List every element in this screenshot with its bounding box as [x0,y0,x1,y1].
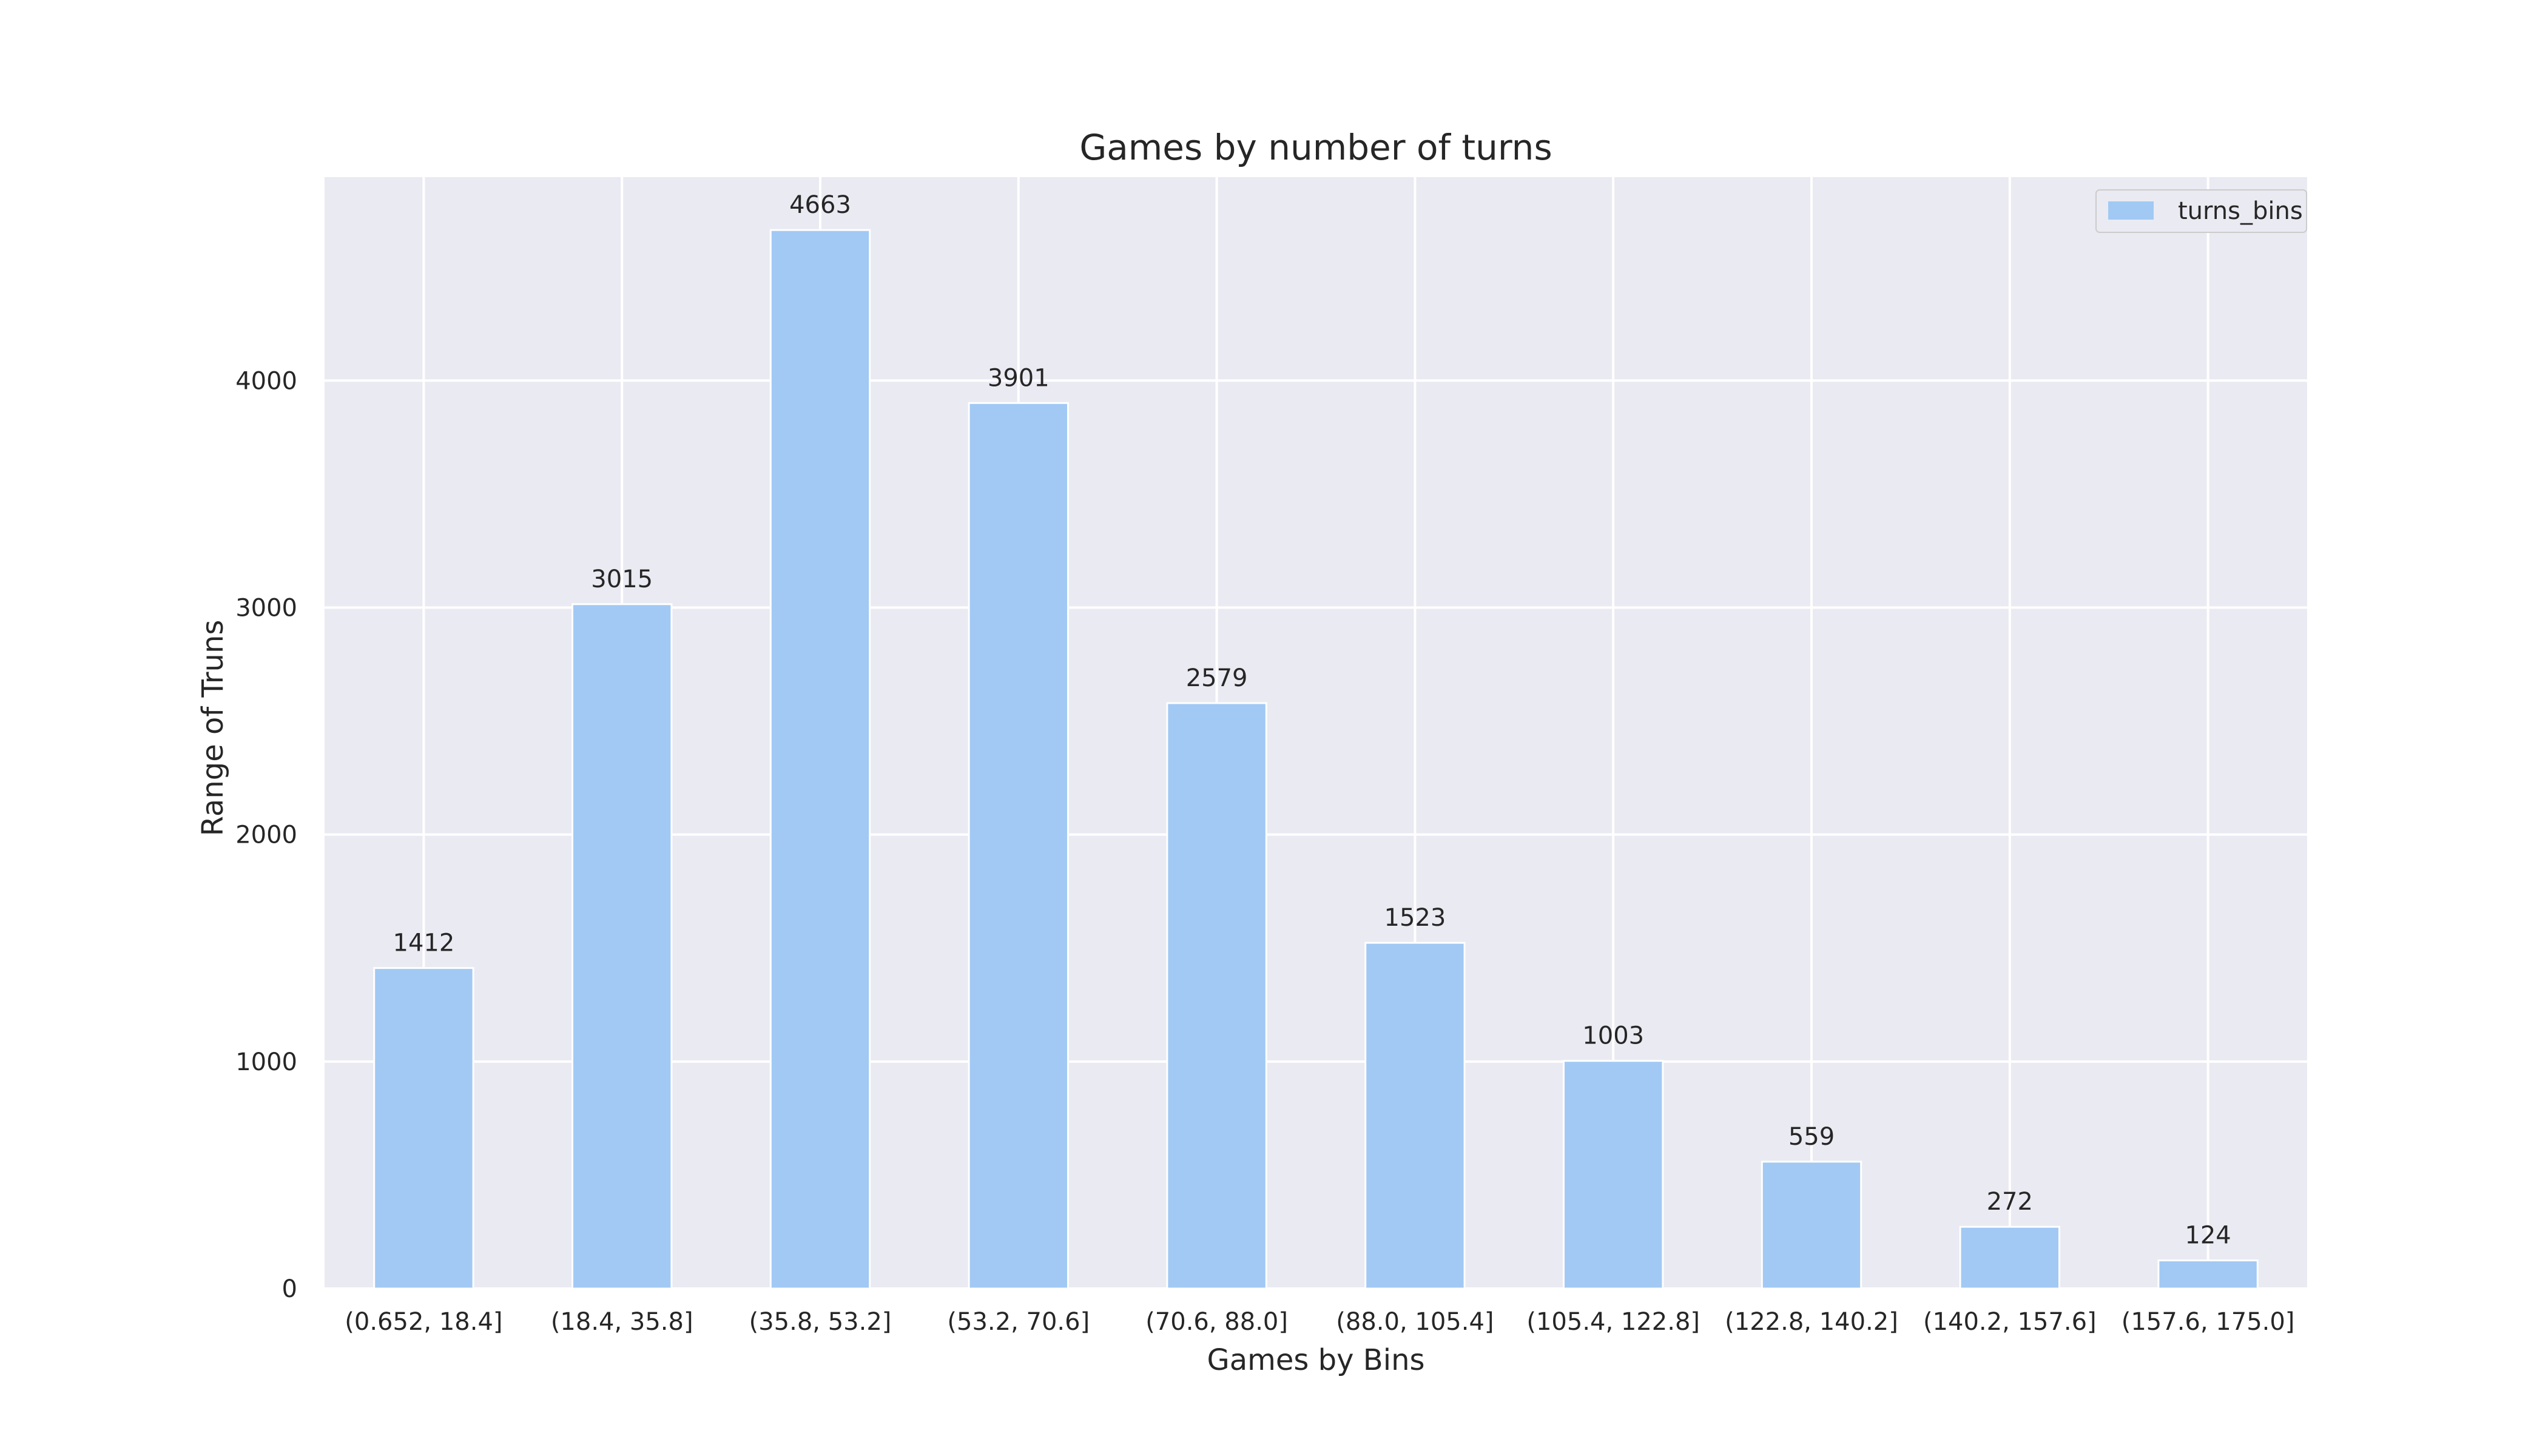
chart-title: Games by number of turns [1079,127,1552,168]
bar [1563,1060,1664,1290]
x-tick-label: (140.2, 157.6] [1923,1308,2097,1336]
x-tick-label: (88.0, 105.4] [1336,1308,1494,1336]
y-tick-label: 4000 [235,367,297,395]
x-tick-label: (53.2, 70.6] [947,1308,1090,1336]
x-tick-label: (0.652, 18.4] [345,1308,502,1336]
bar-value-label: 272 [1987,1188,2033,1216]
x-tick-label: (70.6, 88.0] [1145,1308,1288,1336]
x-tick-label: (35.8, 53.2] [749,1308,892,1336]
bar-value-label: 4663 [789,191,851,219]
x-tick-label: (18.4, 35.8] [551,1308,693,1336]
legend-box [2095,189,2307,233]
legend-label: turns_bins [2178,197,2303,225]
bar-value-label: 1003 [1582,1022,1644,1050]
legend: turns_bins [2095,189,2307,233]
y-tick-label: 3000 [235,594,297,622]
bar-value-label: 124 [2185,1222,2231,1250]
bar [571,603,673,1290]
x-tick-label: (105.4, 122.8] [1526,1308,1700,1336]
x-tick-label: (122.8, 140.2] [1725,1308,1898,1336]
y-tick-label: 0 [282,1275,297,1303]
bar-value-label: 1412 [393,929,455,957]
x-tick-label: (157.6, 175.0] [2122,1308,2295,1336]
bar [968,402,1069,1290]
legend-swatch [2108,201,2154,220]
bar [1364,942,1466,1290]
bar [1761,1161,1862,1290]
bar [769,229,871,1290]
bar-value-label: 3015 [591,565,653,593]
y-axis-label: Range of Truns [196,620,230,837]
bar [1166,702,1267,1290]
y-tick-labels: 0 1000 2000 3000 4000 [235,367,297,1303]
bar-value-label: 559 [1788,1123,1835,1151]
x-axis-label: Games by Bins [1207,1343,1425,1377]
bars [373,229,2259,1290]
bar-value-label: 2579 [1186,664,1248,692]
y-tick-label: 2000 [235,821,297,849]
x-tick-labels: (0.652, 18.4] (18.4, 35.8] (35.8, 53.2] (53… [345,1308,2294,1336]
bar-value-label: 1523 [1384,904,1446,932]
y-tick-label: 1000 [235,1048,297,1076]
bar [2157,1259,2259,1290]
bar [373,967,474,1290]
bar-value-label: 3901 [988,364,1050,392]
bar [1959,1225,2061,1290]
data-labels: 1412 3015 4663 3901 2579 1523 1003 559 272 124 [393,191,2231,1249]
